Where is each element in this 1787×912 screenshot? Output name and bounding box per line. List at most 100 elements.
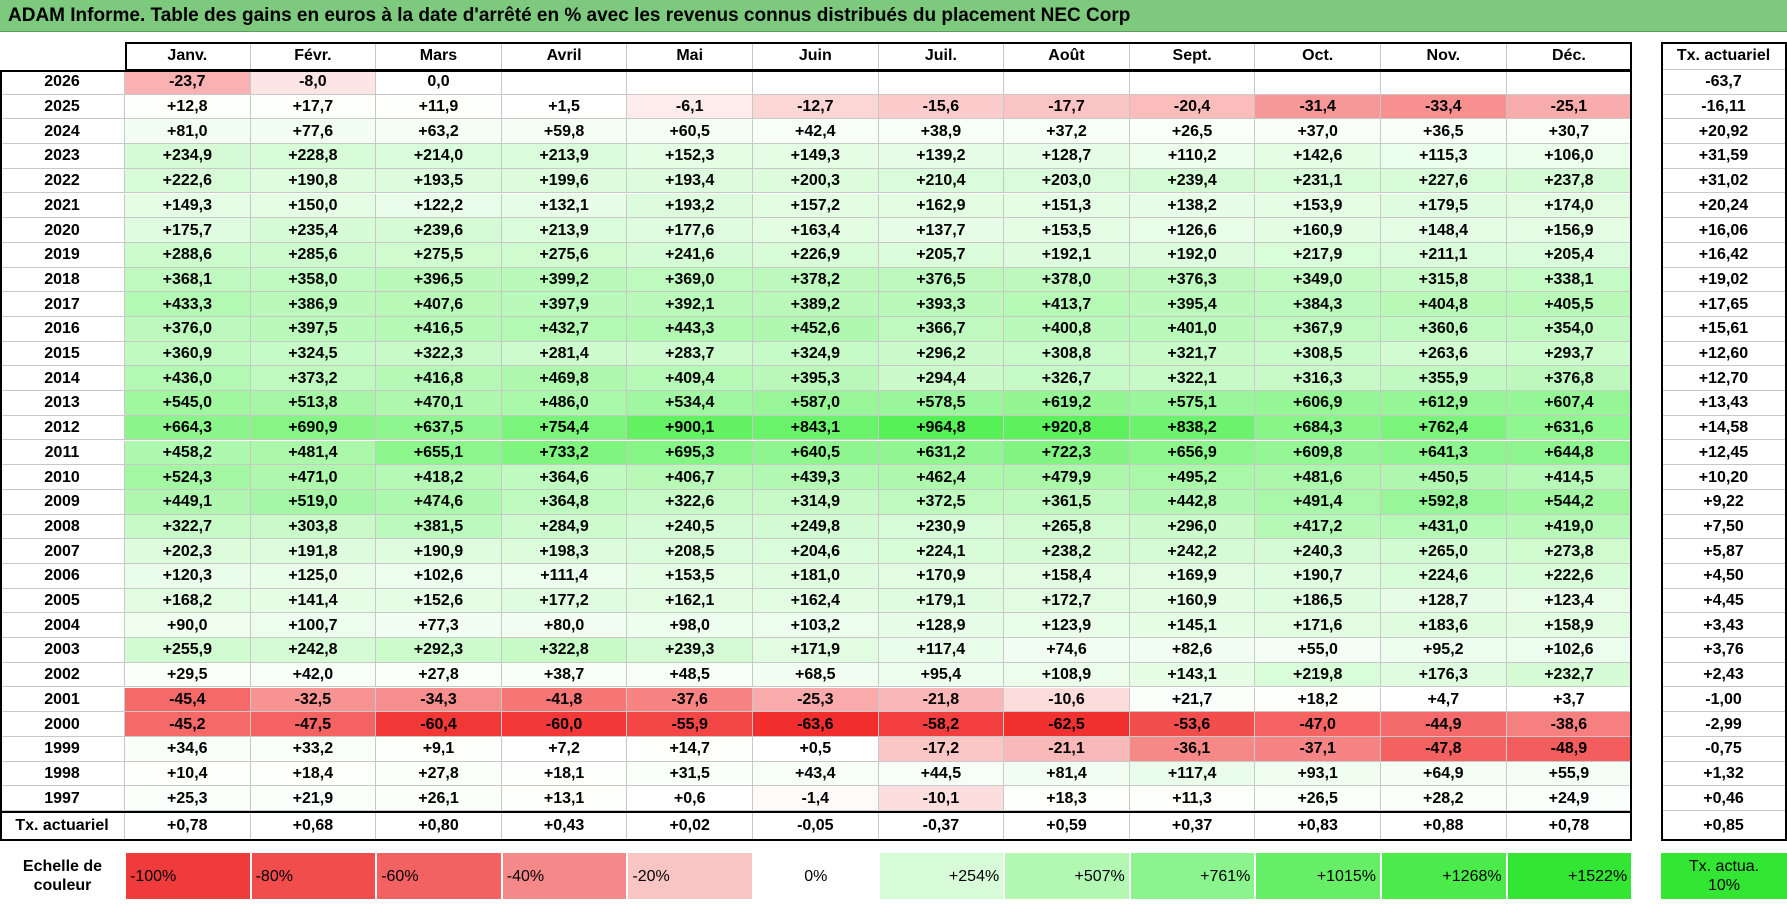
gain-cell: +607,4 bbox=[1506, 391, 1633, 416]
legend-step: +761% bbox=[1130, 853, 1255, 899]
rate-cell: +17,65 bbox=[1661, 292, 1787, 317]
gain-cell: +27,8 bbox=[376, 662, 502, 688]
gain-cell: +205,7 bbox=[878, 242, 1005, 268]
year-label: 2019 bbox=[0, 242, 125, 268]
gain-cell: +151,3 bbox=[1004, 193, 1130, 219]
year-label: 2015 bbox=[0, 341, 125, 367]
gain-cell: +641,3 bbox=[1381, 440, 1507, 466]
gain-cell: +31,5 bbox=[627, 761, 753, 787]
gain-cell: +172,7 bbox=[1004, 588, 1130, 614]
month-header: Janv. bbox=[125, 42, 251, 70]
gain-cell: +255,9 bbox=[125, 638, 251, 663]
month-header: Avril bbox=[501, 42, 628, 70]
gain-cell: +0,6 bbox=[627, 786, 753, 811]
gain-cell: +364,6 bbox=[501, 465, 628, 490]
gain-cell: +404,8 bbox=[1381, 292, 1507, 317]
gain-cell: +450,5 bbox=[1381, 465, 1507, 490]
gain-cell: +217,9 bbox=[1255, 242, 1381, 268]
gain-cell: +964,8 bbox=[878, 415, 1005, 441]
gain-cell: -55,9 bbox=[627, 712, 753, 737]
gain-cell: +308,5 bbox=[1255, 341, 1381, 367]
gain-cell: +21,7 bbox=[1129, 687, 1256, 713]
gain-cell: +843,1 bbox=[753, 415, 879, 441]
gain-cell: +544,2 bbox=[1506, 489, 1633, 515]
gain-cell: +238,2 bbox=[1004, 539, 1130, 564]
gain-cell: +26,5 bbox=[1255, 786, 1381, 811]
gain-cell: +513,8 bbox=[250, 391, 377, 416]
gain-cell: +160,9 bbox=[1129, 588, 1256, 614]
month-header: Août bbox=[1004, 42, 1130, 70]
gain-cell: +115,3 bbox=[1381, 144, 1507, 169]
gain-cell: -15,6 bbox=[878, 94, 1005, 120]
gain-cell: +418,2 bbox=[376, 465, 502, 490]
gain-cell: +26,1 bbox=[376, 786, 502, 811]
gain-cell: +360,9 bbox=[125, 341, 251, 367]
gain-cell: +397,5 bbox=[250, 317, 377, 342]
legend-label: Echelle de couleur bbox=[22, 858, 103, 894]
year-label: 2018 bbox=[0, 267, 125, 293]
gain-cell: +372,5 bbox=[878, 489, 1005, 515]
gain-cell: +205,4 bbox=[1506, 242, 1633, 268]
gain-cell: +81,4 bbox=[1004, 761, 1130, 787]
gain-cell: +587,0 bbox=[753, 391, 879, 416]
gain-cell: +449,1 bbox=[125, 489, 251, 515]
gain-cell: +77,6 bbox=[250, 119, 377, 145]
gain-cell: +158,9 bbox=[1506, 613, 1633, 639]
gain-cell: +210,4 bbox=[878, 168, 1005, 194]
year-label: 2024 bbox=[0, 119, 125, 145]
month-header: Sept. bbox=[1129, 42, 1256, 70]
rate-cell: +4,45 bbox=[1661, 588, 1787, 614]
gain-cell: +169,9 bbox=[1129, 564, 1256, 589]
gain-cell: +283,7 bbox=[627, 341, 753, 367]
gain-cell: -1,4 bbox=[753, 786, 879, 811]
gain-cell: +754,4 bbox=[501, 415, 628, 441]
gain-cell: -25,1 bbox=[1506, 94, 1633, 120]
footer-cell: +0,68 bbox=[250, 811, 377, 841]
rate-cell: +3,76 bbox=[1661, 638, 1787, 663]
year-label: 2017 bbox=[0, 292, 125, 317]
gain-cell: +18,4 bbox=[250, 761, 377, 787]
gain-cell: +481,4 bbox=[250, 440, 377, 466]
gain-cell: +519,0 bbox=[250, 489, 377, 515]
footer-cell: +0,02 bbox=[627, 811, 753, 841]
gain-cell: +338,1 bbox=[1506, 267, 1633, 293]
gain-cell: +117,4 bbox=[878, 638, 1005, 663]
gain-cell: -58,2 bbox=[878, 712, 1005, 737]
gain-cell: +117,4 bbox=[1129, 761, 1256, 787]
gain-cell: +416,5 bbox=[376, 317, 502, 342]
gain-cell: +405,5 bbox=[1506, 292, 1633, 317]
gain-cell: +176,3 bbox=[1381, 662, 1507, 688]
gain-cell: -33,4 bbox=[1381, 94, 1507, 120]
gain-cell: +198,3 bbox=[501, 539, 628, 564]
gain-cell: +26,5 bbox=[1129, 119, 1256, 145]
gain-cell: +545,0 bbox=[125, 391, 251, 416]
gain-cell: +153,5 bbox=[1004, 218, 1130, 243]
gain-cell: +239,4 bbox=[1129, 168, 1256, 194]
gain-cell: +360,6 bbox=[1381, 317, 1507, 342]
year-label: 2005 bbox=[0, 588, 125, 614]
gain-cell: +470,1 bbox=[376, 391, 502, 416]
gain-cell: +395,4 bbox=[1129, 292, 1256, 317]
year-label: 2026 bbox=[0, 70, 125, 95]
gain-cell: +37,2 bbox=[1004, 119, 1130, 145]
gain-cell: +401,0 bbox=[1129, 317, 1256, 342]
gain-cell: +367,9 bbox=[1255, 317, 1381, 342]
gain-cell: -44,9 bbox=[1381, 712, 1507, 737]
gain-cell: +137,7 bbox=[878, 218, 1005, 243]
gain-cell: +443,3 bbox=[627, 317, 753, 342]
gain-cell: +469,8 bbox=[501, 366, 628, 392]
gain-cell: +36,5 bbox=[1381, 119, 1507, 145]
gain-cell: +838,2 bbox=[1129, 415, 1256, 441]
gain-cell: +0,5 bbox=[753, 736, 879, 762]
gain-cell: -6,1 bbox=[627, 94, 753, 120]
gain-cell: +326,7 bbox=[1004, 366, 1130, 392]
gain-cell: 0,0 bbox=[376, 70, 502, 95]
gain-cell bbox=[753, 70, 879, 95]
footer-cell: -0,05 bbox=[753, 811, 879, 841]
gain-cell: +232,7 bbox=[1506, 662, 1633, 688]
gain-cell: +211,1 bbox=[1381, 242, 1507, 268]
gain-cell: +376,5 bbox=[878, 267, 1005, 293]
gain-cell: +192,0 bbox=[1129, 242, 1256, 268]
gain-cell: +631,6 bbox=[1506, 415, 1633, 441]
rate-cell: +12,45 bbox=[1661, 440, 1787, 466]
